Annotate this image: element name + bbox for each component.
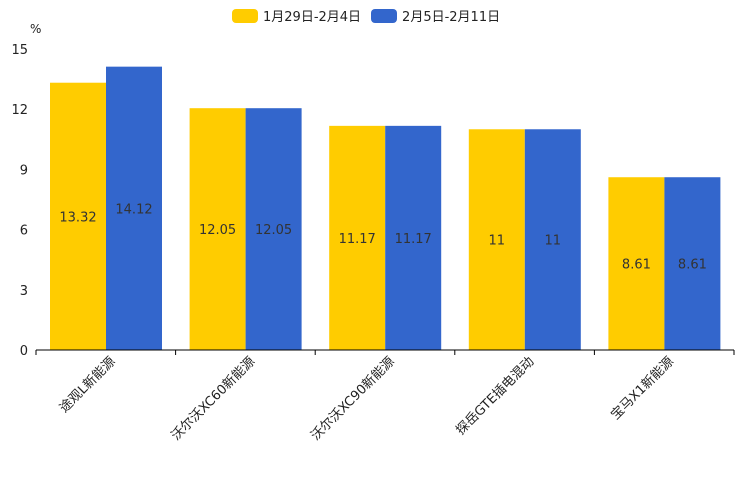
bar-series-1-5[interactable] [608,177,665,350]
legend-label-series-1: 1月29日-2月4日 [263,10,362,25]
legend: 1月29日-2月4日 2月5日-2月11日 [232,6,510,25]
bar-value-label: 14.12 [115,202,152,217]
bar-value-label: 8.61 [678,258,707,273]
y-tick-label: 9 [20,163,28,178]
bar-series-1-2[interactable] [189,108,246,351]
bar-value-label: 8.61 [622,258,651,273]
x-category-label: 宝马X1新能源 [608,354,677,423]
bar-value-label: 11.17 [339,232,376,247]
y-tick-label: 6 [20,224,28,239]
bar-value-label: 12.05 [199,223,236,238]
bar-series-1-1[interactable] [50,82,106,350]
x-category-label: 沃尔沃XC60新能源 [168,354,258,444]
bar-value-label: 13.32 [59,210,96,225]
bar-value-label: 12.05 [255,223,292,238]
x-category-label: 探岳GTE插电混动 [453,354,537,438]
legend-swatch-series-1 [232,8,258,23]
y-tick-label: 12 [11,103,28,118]
y-axis-unit: % [30,22,42,36]
legend-swatch-series-2 [371,8,398,23]
legend-label-series-2: 2月5日-2月11日 [402,10,501,25]
y-tick-label: 15 [11,43,28,58]
x-category-label: 沃尔沃XC90新能源 [308,354,398,444]
bar-series-1-4[interactable] [468,129,525,350]
bar-value-label: 11.17 [395,232,432,247]
legend-item-series-1[interactable]: 1月29日-2月4日 [232,6,361,25]
bar-series-2-2[interactable] [245,108,302,351]
bar-series-1-3[interactable] [329,125,386,350]
bar-series-2-1[interactable] [106,66,162,351]
y-tick-label: 3 [20,284,28,299]
bar-series-2-4[interactable] [524,129,581,350]
legend-item-series-2[interactable]: 2月5日-2月11日 [371,6,500,25]
bar-series-2-5[interactable] [664,177,721,350]
bar-value-label: 11 [489,234,506,249]
bar-value-label: 11 [545,234,562,249]
x-category-label: 途观L新能源 [56,354,118,416]
y-tick-label: 0 [20,344,28,359]
bar-series-2-3[interactable] [385,125,442,350]
